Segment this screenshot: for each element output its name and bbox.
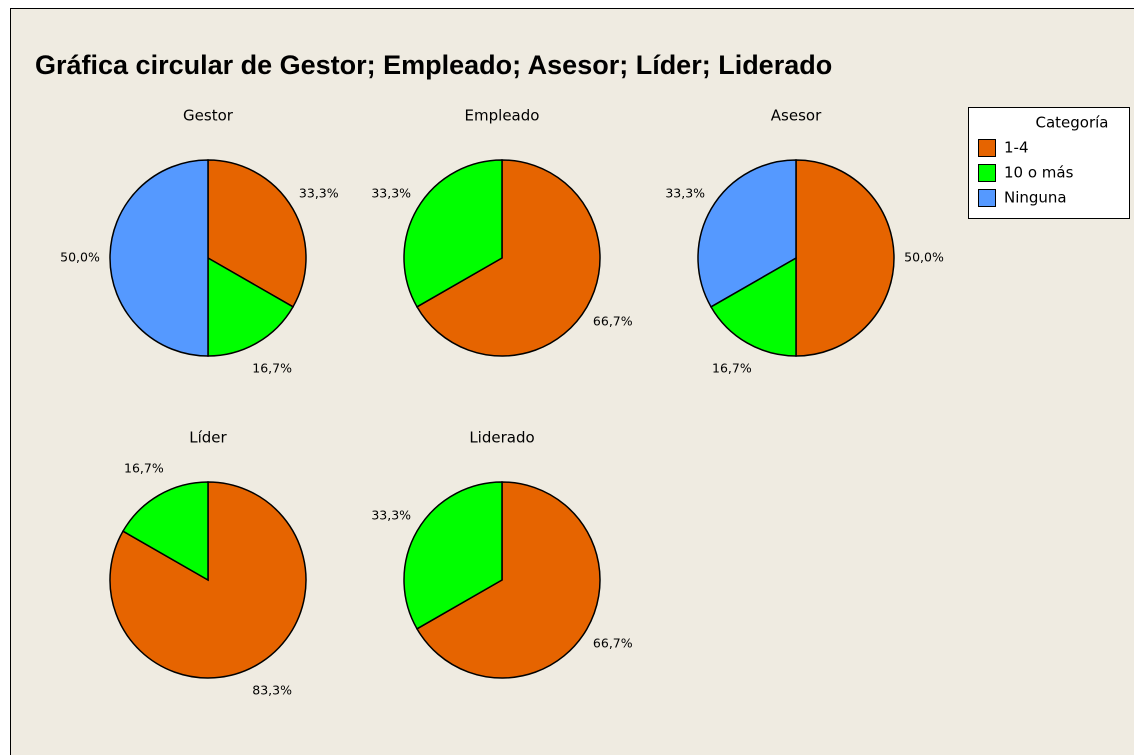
data-label: 83,3%	[252, 682, 292, 697]
data-label: 16,7%	[252, 360, 292, 375]
pie-slice	[207, 159, 307, 308]
chart-title: Gráfica circular de Gestor; Empleado; As…	[35, 50, 832, 80]
pie-slice	[207, 256, 294, 357]
pie-slice	[403, 481, 503, 630]
legend-label: Ninguna	[1004, 189, 1067, 207]
pie-slice	[697, 159, 797, 308]
pie-slice	[795, 159, 895, 357]
data-label: 33,3%	[299, 185, 339, 200]
pie-slice	[109, 159, 209, 357]
legend-title: Categoría	[1035, 114, 1108, 132]
data-label: 66,7%	[593, 636, 633, 651]
data-label: 16,7%	[712, 360, 752, 375]
legend-label: 10 o más	[1004, 164, 1074, 182]
legend-swatch	[978, 139, 996, 157]
data-label: 66,7%	[593, 314, 633, 329]
pie-slice	[416, 159, 601, 357]
pie-slice	[710, 256, 797, 357]
pie-title: Liderado	[469, 429, 534, 447]
pie-slice	[122, 481, 209, 582]
pie-title: Gestor	[183, 107, 234, 125]
data-label: 33,3%	[371, 507, 411, 522]
legend-swatch	[978, 189, 996, 207]
legend-swatch	[978, 164, 996, 182]
pie-title: Líder	[189, 429, 227, 447]
data-label: 16,7%	[124, 461, 164, 476]
data-label: 50,0%	[904, 250, 944, 265]
data-label: 50,0%	[60, 250, 100, 265]
pie-slice	[403, 159, 503, 308]
data-label: 33,3%	[371, 185, 411, 200]
pie-title: Empleado	[465, 107, 540, 125]
legend-label: 1-4	[1004, 139, 1029, 157]
data-label: 33,3%	[665, 185, 705, 200]
pie-slice	[416, 481, 601, 679]
pie-title: Asesor	[771, 107, 822, 125]
